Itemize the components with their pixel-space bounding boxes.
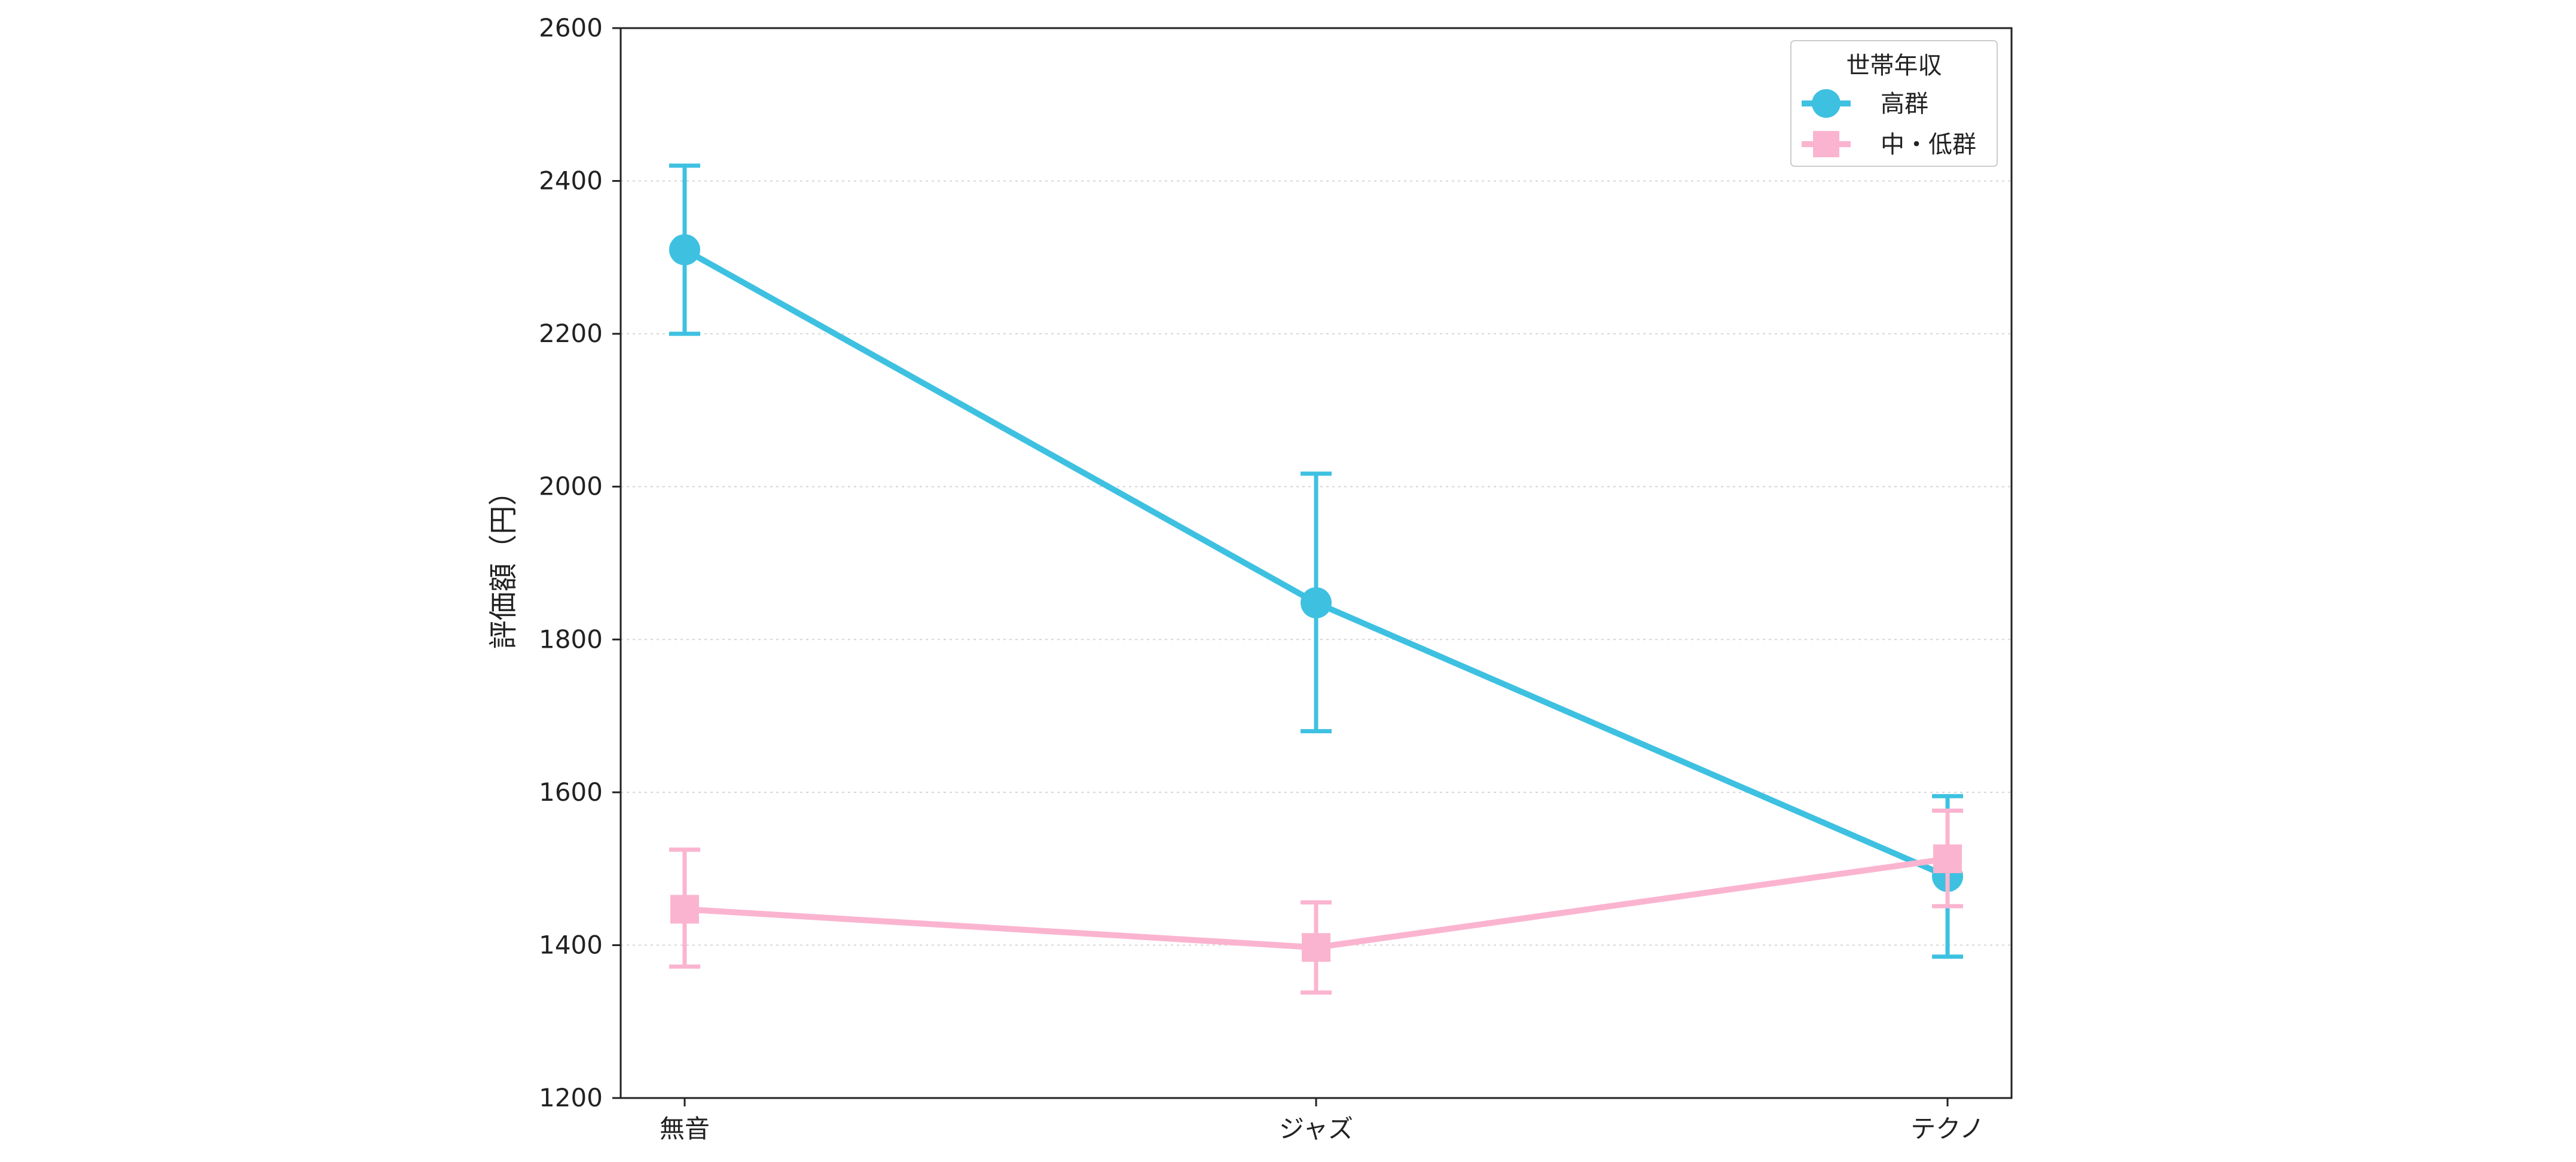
legend-label: 中・低群 [1881, 131, 1976, 158]
y-tick-label: 2000 [539, 472, 603, 501]
legend: 世帯年収 高群中・低群 [1790, 40, 1998, 167]
data-point [1302, 933, 1330, 962]
legend-box [1790, 40, 1998, 167]
data-point [1933, 844, 1962, 874]
axis-ticks: 1200 1400 1600 1800 2000 2200 2400 2600 無音 ジャズ テクノ [539, 13, 1985, 1143]
y-tick-label: 1400 [539, 930, 603, 959]
x-tick-label: テクノ [1910, 1114, 1984, 1143]
legend-marker [1812, 89, 1841, 118]
legend-items: 高群中・低群 [1802, 89, 1976, 158]
y-tick-label: 2200 [539, 319, 603, 348]
data-point [1301, 587, 1332, 618]
y-tick-label: 1200 [539, 1083, 603, 1112]
series-0 [669, 163, 1963, 959]
data-point [669, 234, 700, 266]
legend-marker [1813, 131, 1839, 157]
x-tick-label: 無音 [660, 1114, 710, 1143]
series-layer [669, 163, 1963, 995]
series-1 [669, 809, 1963, 995]
legend-item-1: 中・低群 [1802, 131, 1976, 158]
legend-label: 高群 [1881, 90, 1928, 118]
y-tick-label: 2400 [539, 166, 603, 196]
y-tick-label: 1800 [539, 624, 603, 654]
legend-item-0: 高群 [1802, 89, 1928, 118]
y-axis-label: 評価額（円） [487, 477, 520, 649]
y-tick-label: 1600 [539, 777, 603, 807]
legend-title: 世帯年収 [1846, 52, 1942, 80]
x-tick-label: ジャズ [1279, 1114, 1353, 1143]
data-point [670, 895, 699, 924]
y-tick-label: 2600 [539, 13, 603, 42]
